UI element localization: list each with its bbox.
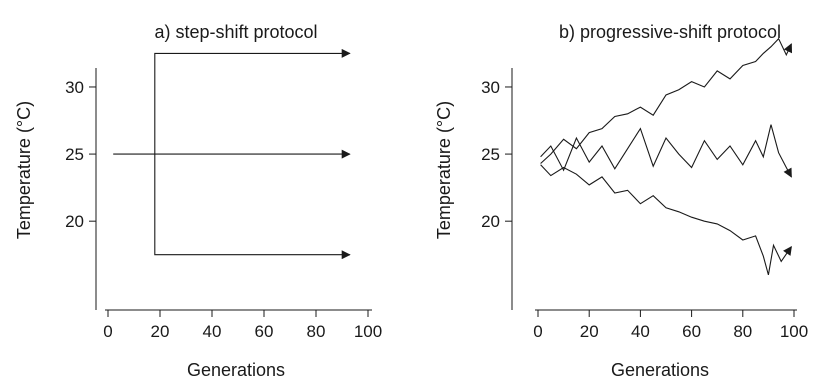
x-tick-label: 60 [255,322,274,341]
series-line [540,164,792,276]
series-line [540,37,793,164]
panel-a: a) step-shift protocol Generations Tempe… [14,22,382,380]
x-tick-label: 0 [103,322,112,341]
series-line [154,154,351,260]
series-line [540,124,792,178]
x-tick-label: 60 [682,322,701,341]
y-tick-label: 30 [481,78,500,97]
y-tick-label: 25 [481,145,500,164]
y-axis-label: Temperature (°C) [434,101,454,239]
x-axis-label: Generations [611,360,709,380]
y-axis-label: Temperature (°C) [14,101,34,239]
x-tick-label: 80 [733,322,752,341]
x-tick-label: 40 [203,322,222,341]
chart-title: b) progressive-shift protocol [559,22,781,42]
x-tick-label: 0 [533,322,542,341]
series-line [154,48,351,155]
chart-title: a) step-shift protocol [154,22,317,42]
x-axis-label: Generations [187,360,285,380]
x-tick-label: 100 [780,322,808,341]
y-tick-label: 20 [481,212,500,231]
y-tick-label: 20 [65,212,84,231]
x-tick-label: 80 [307,322,326,341]
panel-b: b) progressive-shift protocol Generation… [434,22,808,380]
y-tick-label: 25 [65,145,84,164]
y-tick-label: 30 [65,78,84,97]
x-tick-label: 100 [354,322,382,341]
x-tick-label: 20 [151,322,170,341]
x-tick-label: 40 [631,322,650,341]
x-tick-label: 20 [580,322,599,341]
